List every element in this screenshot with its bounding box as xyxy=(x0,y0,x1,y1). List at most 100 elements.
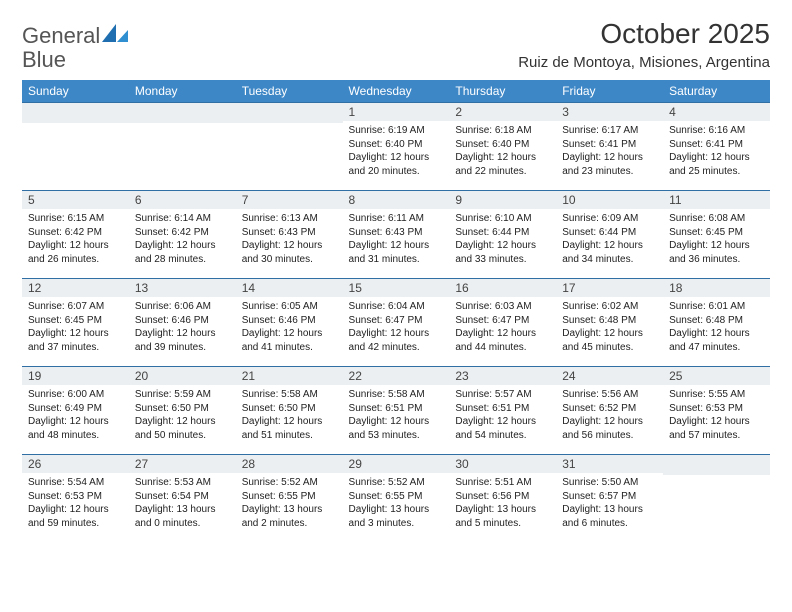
day-details: Sunrise: 6:06 AMSunset: 6:46 PMDaylight:… xyxy=(129,297,236,358)
day-number: 29 xyxy=(343,454,450,473)
calendar-cell: 2Sunrise: 6:18 AMSunset: 6:40 PMDaylight… xyxy=(449,102,556,190)
day-details: Sunrise: 6:03 AMSunset: 6:47 PMDaylight:… xyxy=(449,297,556,358)
day-number: 11 xyxy=(663,190,770,209)
day-number: 17 xyxy=(556,278,663,297)
day-details: Sunrise: 5:50 AMSunset: 6:57 PMDaylight:… xyxy=(556,473,663,534)
day-details: Sunrise: 6:13 AMSunset: 6:43 PMDaylight:… xyxy=(236,209,343,270)
calendar-cell: 29Sunrise: 5:52 AMSunset: 6:55 PMDayligh… xyxy=(343,454,450,542)
day-details: Sunrise: 6:16 AMSunset: 6:41 PMDaylight:… xyxy=(663,121,770,182)
empty-day-bar xyxy=(663,454,770,475)
brand-word2: Blue xyxy=(22,47,66,72)
day-details: Sunrise: 5:59 AMSunset: 6:50 PMDaylight:… xyxy=(129,385,236,446)
day-details: Sunrise: 5:52 AMSunset: 6:55 PMDaylight:… xyxy=(343,473,450,534)
calendar-cell: 16Sunrise: 6:03 AMSunset: 6:47 PMDayligh… xyxy=(449,278,556,366)
day-details: Sunrise: 5:58 AMSunset: 6:51 PMDaylight:… xyxy=(343,385,450,446)
day-number: 28 xyxy=(236,454,343,473)
day-details: Sunrise: 6:14 AMSunset: 6:42 PMDaylight:… xyxy=(129,209,236,270)
day-details: Sunrise: 6:01 AMSunset: 6:48 PMDaylight:… xyxy=(663,297,770,358)
day-number: 10 xyxy=(556,190,663,209)
calendar-cell: 3Sunrise: 6:17 AMSunset: 6:41 PMDaylight… xyxy=(556,102,663,190)
calendar-cell: 15Sunrise: 6:04 AMSunset: 6:47 PMDayligh… xyxy=(343,278,450,366)
empty-day-bar xyxy=(22,102,129,123)
calendar-cell: 23Sunrise: 5:57 AMSunset: 6:51 PMDayligh… xyxy=(449,366,556,454)
day-number: 4 xyxy=(663,102,770,121)
calendar-cell: 5Sunrise: 6:15 AMSunset: 6:42 PMDaylight… xyxy=(22,190,129,278)
day-number: 13 xyxy=(129,278,236,297)
day-details: Sunrise: 6:04 AMSunset: 6:47 PMDaylight:… xyxy=(343,297,450,358)
day-number: 3 xyxy=(556,102,663,121)
calendar-cell: 27Sunrise: 5:53 AMSunset: 6:54 PMDayligh… xyxy=(129,454,236,542)
calendar-cell: 12Sunrise: 6:07 AMSunset: 6:45 PMDayligh… xyxy=(22,278,129,366)
calendar-cell: 14Sunrise: 6:05 AMSunset: 6:46 PMDayligh… xyxy=(236,278,343,366)
sail-icon xyxy=(102,24,128,42)
calendar-cell: 6Sunrise: 6:14 AMSunset: 6:42 PMDaylight… xyxy=(129,190,236,278)
day-number: 31 xyxy=(556,454,663,473)
month-title: October 2025 xyxy=(518,18,770,50)
day-details: Sunrise: 6:07 AMSunset: 6:45 PMDaylight:… xyxy=(22,297,129,358)
brand-logo: General Blue xyxy=(22,18,128,72)
day-number: 30 xyxy=(449,454,556,473)
day-number: 14 xyxy=(236,278,343,297)
day-details: Sunrise: 6:10 AMSunset: 6:44 PMDaylight:… xyxy=(449,209,556,270)
calendar-cell: 8Sunrise: 6:11 AMSunset: 6:43 PMDaylight… xyxy=(343,190,450,278)
day-details: Sunrise: 5:55 AMSunset: 6:53 PMDaylight:… xyxy=(663,385,770,446)
calendar-cell xyxy=(236,102,343,190)
day-number: 20 xyxy=(129,366,236,385)
day-number: 27 xyxy=(129,454,236,473)
day-details: Sunrise: 6:17 AMSunset: 6:41 PMDaylight:… xyxy=(556,121,663,182)
day-number: 8 xyxy=(343,190,450,209)
calendar-cell: 11Sunrise: 6:08 AMSunset: 6:45 PMDayligh… xyxy=(663,190,770,278)
calendar-table: SundayMondayTuesdayWednesdayThursdayFrid… xyxy=(22,80,770,542)
day-number: 1 xyxy=(343,102,450,121)
day-number: 12 xyxy=(22,278,129,297)
day-number: 19 xyxy=(22,366,129,385)
day-number: 25 xyxy=(663,366,770,385)
day-details: Sunrise: 5:51 AMSunset: 6:56 PMDaylight:… xyxy=(449,473,556,534)
calendar-cell: 7Sunrise: 6:13 AMSunset: 6:43 PMDaylight… xyxy=(236,190,343,278)
weekday-header: Saturday xyxy=(663,80,770,102)
day-number: 24 xyxy=(556,366,663,385)
day-number: 6 xyxy=(129,190,236,209)
calendar-cell: 20Sunrise: 5:59 AMSunset: 6:50 PMDayligh… xyxy=(129,366,236,454)
weekday-header: Monday xyxy=(129,80,236,102)
day-details: Sunrise: 5:52 AMSunset: 6:55 PMDaylight:… xyxy=(236,473,343,534)
day-details: Sunrise: 5:54 AMSunset: 6:53 PMDaylight:… xyxy=(22,473,129,534)
day-number: 2 xyxy=(449,102,556,121)
calendar-cell: 26Sunrise: 5:54 AMSunset: 6:53 PMDayligh… xyxy=(22,454,129,542)
day-number: 7 xyxy=(236,190,343,209)
calendar-cell: 22Sunrise: 5:58 AMSunset: 6:51 PMDayligh… xyxy=(343,366,450,454)
day-number: 9 xyxy=(449,190,556,209)
day-details: Sunrise: 6:09 AMSunset: 6:44 PMDaylight:… xyxy=(556,209,663,270)
calendar-cell: 4Sunrise: 6:16 AMSunset: 6:41 PMDaylight… xyxy=(663,102,770,190)
day-number: 23 xyxy=(449,366,556,385)
weekday-header: Friday xyxy=(556,80,663,102)
day-number: 16 xyxy=(449,278,556,297)
calendar-cell: 18Sunrise: 6:01 AMSunset: 6:48 PMDayligh… xyxy=(663,278,770,366)
day-details: Sunrise: 6:00 AMSunset: 6:49 PMDaylight:… xyxy=(22,385,129,446)
day-details: Sunrise: 6:15 AMSunset: 6:42 PMDaylight:… xyxy=(22,209,129,270)
brand-word1: General xyxy=(22,23,100,48)
calendar-cell: 17Sunrise: 6:02 AMSunset: 6:48 PMDayligh… xyxy=(556,278,663,366)
calendar-cell: 1Sunrise: 6:19 AMSunset: 6:40 PMDaylight… xyxy=(343,102,450,190)
calendar-cell xyxy=(663,454,770,542)
calendar-cell xyxy=(129,102,236,190)
day-number: 18 xyxy=(663,278,770,297)
weekday-header: Thursday xyxy=(449,80,556,102)
day-details: Sunrise: 6:02 AMSunset: 6:48 PMDaylight:… xyxy=(556,297,663,358)
location: Ruiz de Montoya, Misiones, Argentina xyxy=(518,54,770,71)
calendar-cell: 13Sunrise: 6:06 AMSunset: 6:46 PMDayligh… xyxy=(129,278,236,366)
calendar-cell: 28Sunrise: 5:52 AMSunset: 6:55 PMDayligh… xyxy=(236,454,343,542)
day-number: 22 xyxy=(343,366,450,385)
header: General Blue October 2025 Ruiz de Montoy… xyxy=(22,18,770,72)
calendar-cell: 25Sunrise: 5:55 AMSunset: 6:53 PMDayligh… xyxy=(663,366,770,454)
empty-day-bar xyxy=(129,102,236,123)
calendar-cell: 30Sunrise: 5:51 AMSunset: 6:56 PMDayligh… xyxy=(449,454,556,542)
empty-day-bar xyxy=(236,102,343,123)
weekday-header: Wednesday xyxy=(343,80,450,102)
calendar-cell: 24Sunrise: 5:56 AMSunset: 6:52 PMDayligh… xyxy=(556,366,663,454)
calendar-cell: 19Sunrise: 6:00 AMSunset: 6:49 PMDayligh… xyxy=(22,366,129,454)
day-details: Sunrise: 6:11 AMSunset: 6:43 PMDaylight:… xyxy=(343,209,450,270)
weekday-header: Sunday xyxy=(22,80,129,102)
calendar-cell: 31Sunrise: 5:50 AMSunset: 6:57 PMDayligh… xyxy=(556,454,663,542)
day-details: Sunrise: 6:05 AMSunset: 6:46 PMDaylight:… xyxy=(236,297,343,358)
